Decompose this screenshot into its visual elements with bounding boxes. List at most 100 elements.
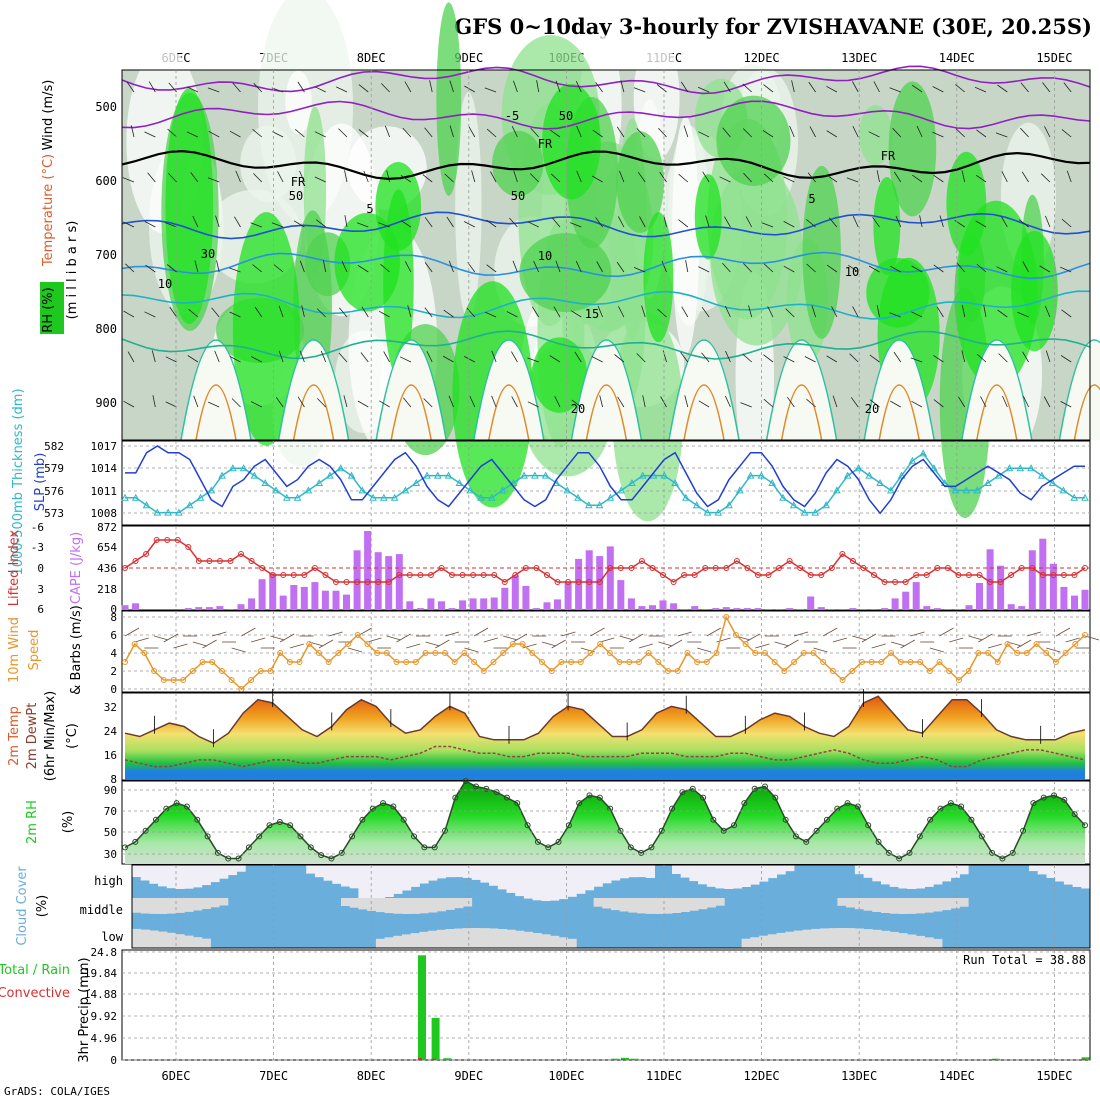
wind-barb-10m [1046, 647, 1061, 653]
precip-tick: 24.8 [91, 946, 118, 959]
wind-barb [996, 266, 1008, 273]
cloud-mid-cell [158, 898, 168, 914]
lifted-index-series-point [881, 579, 888, 585]
wind-barb [939, 215, 944, 228]
wind-barb [148, 81, 156, 93]
lifted-index-series-point [195, 558, 202, 564]
rh-series-point [710, 816, 717, 823]
cape-tick: 218 [97, 583, 117, 596]
wind-barb [724, 216, 731, 228]
rh-series-point [442, 827, 448, 834]
wind-barb [512, 260, 518, 273]
wind-speed-series-point [985, 650, 992, 656]
cloud-low-cell [889, 931, 899, 948]
cape-bar [374, 552, 382, 610]
wind-barb [912, 174, 923, 183]
wind-barb [636, 128, 646, 138]
cloud-mid-cell [628, 898, 638, 913]
cloud-high-cell [219, 865, 229, 879]
wind-speed-series-point [1014, 650, 1021, 656]
wind-barb [763, 398, 774, 408]
wind-speed-series-point [442, 650, 448, 656]
wind-barb [448, 260, 454, 273]
rh2m-panel: 90 70 50 30 2m RH (%) [25, 778, 1091, 865]
cloud-mid-cell [410, 898, 420, 914]
cloud-mid-cell [706, 898, 716, 908]
cape-bar [775, 609, 783, 610]
temp-contour-warm [585, 384, 628, 441]
wind-barb [511, 126, 518, 138]
wind-barb [599, 395, 603, 408]
lifted-index-series-point [332, 579, 339, 585]
wind-barb-10m [832, 637, 848, 643]
lifted-index-series-point [776, 565, 783, 571]
rh-series-point [266, 822, 273, 829]
cape-bar [659, 600, 667, 610]
wind-barb-10m [124, 627, 140, 637]
cloud-low-cell [393, 935, 403, 948]
rh-series-point [782, 816, 789, 823]
wind-barb [619, 170, 625, 183]
wind-barb [846, 177, 859, 183]
cape-bar [279, 595, 287, 610]
wind-barb [933, 355, 944, 363]
thickness-series-point [1081, 493, 1089, 501]
cloud-mid-cell [593, 898, 603, 907]
cape-tick: 436 [97, 562, 117, 575]
cloud-high-cell [393, 865, 403, 894]
cloud-high-cell [1081, 865, 1091, 889]
rh-shade-blob [436, 2, 462, 196]
wind-barb [1021, 171, 1029, 183]
wind-barb [549, 355, 561, 363]
rh-series-point [235, 855, 242, 862]
wind-barb-10m [318, 639, 334, 649]
rh-series-point [565, 822, 572, 829]
top-date-label: 12DEC [744, 51, 780, 65]
wind-barb [273, 264, 284, 273]
wind-barb-10m [444, 631, 460, 637]
wind-barb [961, 170, 966, 183]
lifted-index-series-point [227, 558, 234, 564]
wind-barb [828, 217, 838, 228]
wind-barb [725, 350, 731, 363]
wind-barb [527, 221, 539, 228]
rh-series-point [813, 827, 820, 834]
wind-barb [807, 172, 816, 183]
lifted-index-series-point [786, 558, 793, 564]
wind-barb [323, 260, 327, 273]
cape-bar [522, 585, 530, 610]
wind-speed-series-point [170, 677, 177, 683]
wind-barb [426, 351, 433, 363]
wind-barb [1039, 265, 1051, 273]
wind-barb [424, 307, 433, 318]
cloud-mid-cell [645, 898, 655, 914]
wind-barb [849, 353, 859, 363]
cloud-mid-cell [436, 898, 446, 912]
thickness-series-point [131, 493, 140, 501]
lifted-index-series-point [449, 572, 456, 578]
warm-hump [375, 339, 447, 441]
cloud-high-cell [750, 865, 760, 885]
li-tick: 6 [37, 603, 44, 616]
cloud-high-cell [314, 865, 325, 878]
wind-speed-series-point [141, 650, 148, 656]
cloud-mid-cell [149, 898, 159, 914]
temp-tick: 8 [110, 773, 117, 786]
rh-series-point [338, 849, 345, 856]
wind-barb [976, 129, 987, 138]
rh-series-point [978, 833, 985, 840]
cloud-low-cell [140, 929, 150, 948]
wind-barb [232, 82, 241, 93]
cloud-high-cell [872, 865, 882, 882]
cloud-low-cell [750, 937, 760, 948]
cloud-low-cell [837, 928, 847, 948]
wind-barb [278, 350, 284, 363]
rh-tick: 50 [104, 826, 117, 839]
cloud-mid-cell [898, 898, 908, 914]
lifted-index-series-point [965, 572, 972, 578]
lifted-index-series-point [269, 572, 276, 578]
wind-barb [808, 81, 816, 93]
wind-speed-series-point [616, 659, 623, 665]
wind-barb [338, 128, 348, 138]
